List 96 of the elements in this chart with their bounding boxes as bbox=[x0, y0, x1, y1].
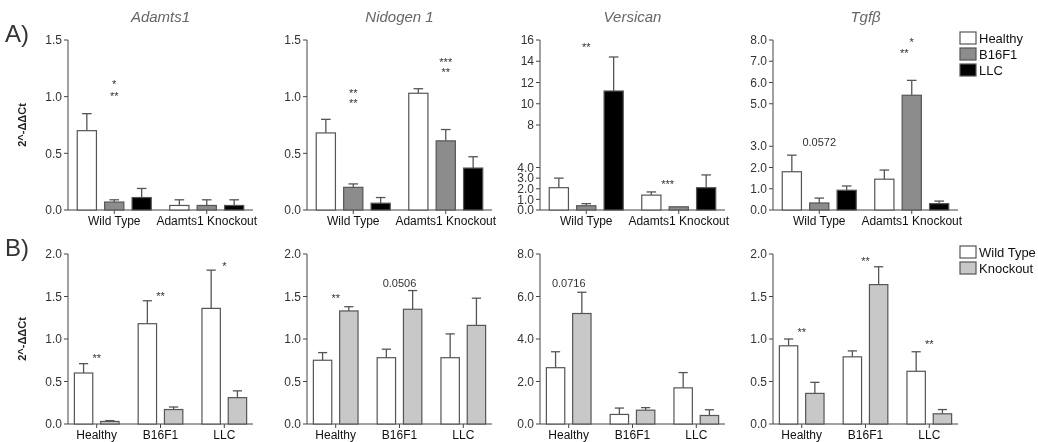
chart-title: Tgfβ bbox=[850, 8, 882, 25]
x-tick-label: Healthy bbox=[781, 428, 823, 442]
x-tick-label: Adamts1 Knockout bbox=[628, 214, 730, 228]
x-tick-label: Healthy bbox=[76, 428, 118, 442]
y-tick-label: 12 bbox=[520, 75, 535, 90]
annotation: *** bbox=[439, 55, 453, 68]
y-tick-label: 5.0 bbox=[750, 96, 768, 111]
y-tick-label: 0.5 bbox=[45, 146, 63, 161]
y-tick-label: 0.5 bbox=[284, 374, 302, 389]
y-tick-label: 8 bbox=[527, 118, 535, 133]
annotation: ** bbox=[109, 89, 120, 102]
annotation: 0.0716 bbox=[551, 276, 586, 289]
y-axis-title: 2^-ΔΔCt bbox=[16, 102, 28, 147]
y-tick-label: 2.0 bbox=[517, 374, 535, 389]
x-tick-label: B16F1 bbox=[847, 428, 884, 442]
y-tick-label: 0.0 bbox=[284, 203, 302, 218]
y-tick-label: 2.0 bbox=[750, 247, 768, 262]
y-tick-label: 0.0 bbox=[45, 417, 63, 432]
y-tick-label: 0.0 bbox=[517, 417, 535, 432]
text: B) bbox=[5, 234, 29, 261]
legend-label: Wild Type bbox=[979, 244, 1036, 260]
annotation: ** bbox=[348, 86, 359, 99]
y-tick-label: 0.0 bbox=[284, 417, 302, 432]
x-tick-label: Healthy bbox=[315, 428, 357, 442]
y-tick-label: 2.0 bbox=[517, 181, 535, 196]
annotation: ** bbox=[861, 254, 871, 267]
annotation: * bbox=[909, 35, 915, 48]
y-tick-label: 1.0 bbox=[45, 332, 63, 347]
y-tick-label: 2.0 bbox=[45, 247, 63, 262]
y-tick-label: 1.5 bbox=[284, 289, 302, 304]
y-tick-label: 14 bbox=[520, 54, 535, 69]
x-tick-label: LLC bbox=[452, 428, 475, 442]
annotation: ** bbox=[900, 47, 910, 60]
y-tick-label: 0.5 bbox=[750, 374, 768, 389]
y-tick-label: 1.0 bbox=[284, 332, 302, 347]
x-tick-label: Wild Type bbox=[793, 214, 846, 228]
y-tick-label: 1.0 bbox=[284, 89, 302, 104]
x-tick-label: LLC bbox=[918, 428, 941, 442]
annotation: *** bbox=[661, 178, 675, 191]
y-tick-label: 2.0 bbox=[750, 160, 768, 175]
y-tick-label: 0.5 bbox=[284, 146, 302, 161]
legend-label: Knockout bbox=[979, 260, 1034, 276]
x-tick-label: Healthy bbox=[548, 428, 590, 442]
y-tick-label: 1.0 bbox=[750, 332, 768, 347]
x-tick-label: Adamts1 Knockout bbox=[156, 214, 258, 228]
y-tick-label: 8.0 bbox=[750, 33, 768, 48]
y-tick-label: 0.0 bbox=[45, 203, 63, 218]
y-tick-label: 0.0 bbox=[750, 203, 768, 218]
legend-label: LLC bbox=[979, 62, 1003, 78]
annotation: ** bbox=[348, 96, 359, 109]
y-tick-label: 2.0 bbox=[284, 247, 302, 262]
x-tick-label: B16F1 bbox=[381, 428, 418, 442]
y-tick-label: 4.0 bbox=[517, 332, 535, 347]
x-tick-label: Wild Type bbox=[327, 214, 380, 228]
x-tick-label: B16F1 bbox=[142, 428, 179, 442]
x-tick-label: Wild Type bbox=[560, 214, 613, 228]
x-tick-label: Adamts1 Knockout bbox=[395, 214, 497, 228]
y-tick-label: 0.5 bbox=[45, 374, 63, 389]
x-tick-label: Wild Type bbox=[88, 214, 141, 228]
annotation: * bbox=[112, 78, 118, 91]
x-tick-label: LLC bbox=[685, 428, 708, 442]
y-tick-label: 16 bbox=[520, 33, 535, 48]
legend-label: B16F1 bbox=[979, 46, 1018, 62]
annotation: ** bbox=[581, 40, 592, 53]
annotation: 0.0506 bbox=[382, 276, 417, 289]
y-tick-label: 1.5 bbox=[45, 33, 63, 48]
y-tick-label: 0.0 bbox=[517, 203, 535, 218]
y-tick-label: 3.0 bbox=[750, 139, 768, 154]
x-tick-label: Adamts1 Knockout bbox=[861, 214, 963, 228]
y-tick-label: 1.0 bbox=[45, 89, 63, 104]
text: A) bbox=[5, 20, 29, 47]
y-tick-label: 1.5 bbox=[45, 289, 63, 304]
annotation: ** bbox=[331, 292, 341, 305]
chart-title: Adamts1 bbox=[129, 8, 191, 25]
y-tick-label: 1.5 bbox=[284, 33, 302, 48]
x-tick-label: B16F1 bbox=[614, 428, 651, 442]
y-tick-label: 10 bbox=[520, 96, 535, 111]
y-tick-label: 1.5 bbox=[750, 289, 768, 304]
y-tick-label: 8.0 bbox=[517, 247, 535, 262]
y-tick-label: 1.0 bbox=[750, 181, 768, 196]
annotation: ** bbox=[92, 351, 102, 364]
y-tick-label: 6.0 bbox=[517, 289, 535, 304]
x-tick-label: LLC bbox=[213, 428, 236, 442]
y-tick-label: 6.0 bbox=[750, 75, 768, 90]
chart-title: Nidogen 1 bbox=[365, 8, 434, 25]
chart-title: Versican bbox=[603, 8, 662, 25]
y-tick-label: 7.0 bbox=[750, 54, 768, 69]
annotation: ** bbox=[925, 337, 935, 350]
annotation: ** bbox=[156, 290, 166, 303]
y-axis-title: 2^-ΔΔCt bbox=[16, 316, 28, 361]
y-tick-label: 0.0 bbox=[750, 417, 768, 432]
annotation: 0.0572 bbox=[802, 135, 837, 148]
annotation: ** bbox=[441, 66, 451, 79]
annotation: ** bbox=[797, 326, 807, 339]
annotation: * bbox=[222, 259, 228, 272]
legend-label: Healthy bbox=[979, 30, 1024, 46]
